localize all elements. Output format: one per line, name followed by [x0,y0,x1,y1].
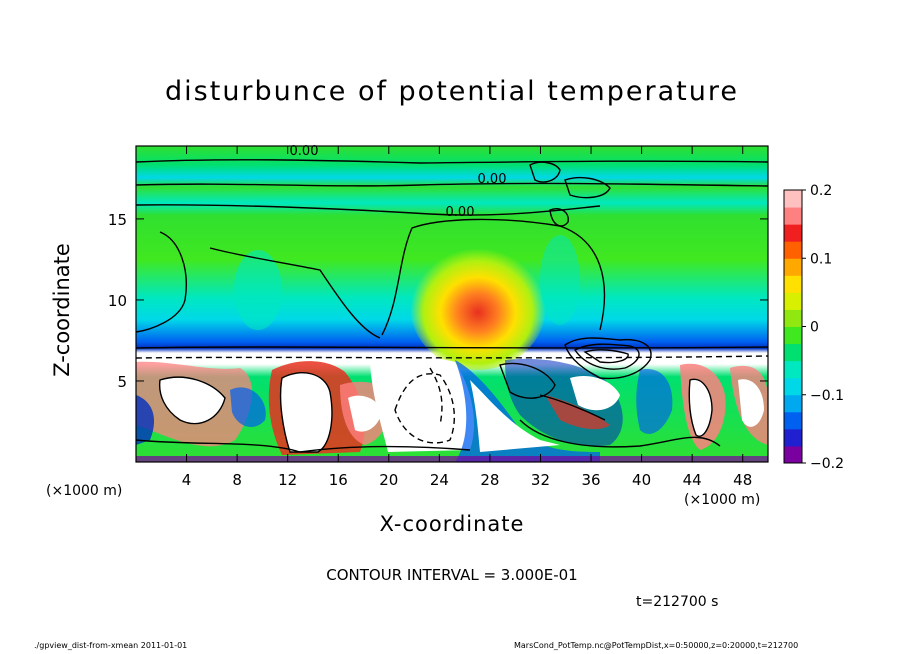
cool-streak [234,250,282,330]
footer-source: MarsCond_PotTemp.nc@PotTempDist,x=0:5000… [514,641,799,650]
warm-patch [545,395,610,430]
cold-patch [230,387,266,427]
x-axis-unit: (×1000 m) [684,492,761,508]
y-axis-ticks: 5 10 15 [108,211,768,391]
contour-line [539,394,606,421]
contour-lines [136,159,768,453]
cold-patch [136,395,155,445]
colorbar-tick-label: −0.1 [810,388,844,404]
white-core [280,372,332,452]
colorbar-tick-label: −0.2 [810,456,844,472]
colorbar-segment [784,394,802,413]
contour-label: 0.00 [446,205,475,220]
x-axis-ticks: 4 8 12 16 20 24 28 32 36 40 44 48 [182,146,752,489]
colorbar-segment [784,224,802,242]
x-tick-label: 20 [379,471,398,489]
x-tick-label: 40 [632,471,651,489]
x-tick-label: 12 [278,471,297,489]
y-tick-label: 15 [108,211,127,229]
contour-cluster [564,176,611,199]
white-core [738,379,764,427]
warm-anomaly [410,242,546,370]
colorbar-segment [784,190,802,208]
x-tick-label: 4 [182,471,192,489]
contour-line-negative [429,367,443,426]
white-core [370,355,475,452]
x-tick-label: 28 [480,471,499,489]
colorbar-segment [784,326,802,345]
contour-cluster [549,208,569,227]
contour-cluster [564,337,652,380]
colorbar-segment [784,428,802,447]
contour-labels: 0.00 0.00 0.00 [290,144,507,220]
contour-line [136,346,768,349]
contour-cluster [573,343,640,370]
footer-command: ./gpview_dist-from-xmean 2011-01-01 [34,641,188,650]
contour-interval-label: CONTOUR INTERVAL = 3.000E-01 [326,566,578,584]
colorbar-segment [784,241,802,259]
colorbar-segment [784,445,802,464]
heatmap-field [136,146,768,462]
white-core [159,377,225,424]
white-core [470,380,560,452]
y-tick-label: 5 [117,373,127,391]
x-tick-label: 24 [430,471,449,489]
y-axis-unit: (×1000 m) [46,483,123,499]
white-core [570,375,620,411]
contour-cluster [499,362,556,399]
contour-line [279,372,333,453]
x-tick-label: 44 [683,471,702,489]
x-tick-label: 32 [531,471,550,489]
white-core [348,395,382,432]
contour-line [381,218,606,336]
x-axis-label: X-coordinate [379,512,525,536]
y-tick-label: 10 [108,292,127,310]
colorbar-segment [784,309,802,327]
plot-frame [135,145,769,463]
contour-line [136,159,768,164]
contour-line [519,419,721,448]
colorbar-segment [784,207,802,225]
contour-cluster [583,349,629,364]
cold-patch [636,369,673,434]
colorbar: 0.2 0.1 0 −0.1 −0.2 [783,183,844,472]
x-tick-label: 36 [581,471,600,489]
x-tick-label: 48 [733,471,752,489]
contour-line [209,247,381,339]
colorbar-tick-label: 0 [810,320,819,336]
contour-label: 0.00 [478,172,507,187]
colorbar-segment [784,275,802,293]
colorbar-segment [784,377,802,396]
x-tick-label: 8 [232,471,242,489]
surface-band [136,456,768,462]
contour-line-negative [136,355,768,359]
time-label: t=212700 s [636,594,719,610]
chart-title: disturbunce of potential temperature [165,76,739,107]
contour-line [136,231,187,333]
colorbar-segment [784,360,802,379]
colorbar-tick-label: 0.1 [810,251,832,267]
cool-streak [540,235,580,325]
colorbar-tick-label: 0.2 [810,183,832,199]
colorbar-segment [784,411,802,430]
colorbar-segment [784,258,802,276]
white-core [689,379,712,437]
contour-label: 0.00 [290,144,319,159]
contour-line [158,376,226,425]
colorbar-segment [784,343,802,362]
contour-line [136,182,768,187]
x-tick-label: 16 [329,471,348,489]
contour-line [688,378,713,437]
contour-line [136,439,471,453]
contour-line-negative [394,373,455,444]
colorbar-segment [784,292,802,310]
contour-cluster [529,161,561,183]
